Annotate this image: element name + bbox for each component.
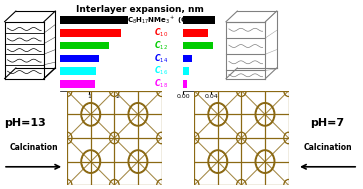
Text: C$_{14}$: C$_{14}$ <box>154 52 168 65</box>
Ellipse shape <box>191 181 197 189</box>
Bar <box>183 42 213 50</box>
Ellipse shape <box>285 134 292 142</box>
Ellipse shape <box>238 134 245 142</box>
Bar <box>183 16 215 24</box>
Ellipse shape <box>158 134 165 142</box>
Ellipse shape <box>111 181 118 189</box>
Ellipse shape <box>257 105 273 124</box>
Ellipse shape <box>130 105 146 124</box>
Bar <box>60 54 99 62</box>
Ellipse shape <box>285 86 292 95</box>
Ellipse shape <box>111 86 118 95</box>
Ellipse shape <box>191 134 197 142</box>
Ellipse shape <box>64 134 70 142</box>
Text: C$_{16}$: C$_{16}$ <box>154 65 168 77</box>
Ellipse shape <box>111 134 118 142</box>
Text: Calcination: Calcination <box>303 143 352 152</box>
Ellipse shape <box>64 86 70 95</box>
Bar <box>60 80 95 88</box>
Text: Calcination: Calcination <box>9 143 58 152</box>
Text: C$_{18}$: C$_{18}$ <box>154 77 168 90</box>
Ellipse shape <box>130 152 146 171</box>
Ellipse shape <box>285 181 292 189</box>
Text: Interlayer expansion, nm: Interlayer expansion, nm <box>76 5 204 14</box>
Bar <box>183 29 208 37</box>
Ellipse shape <box>191 86 197 95</box>
Bar <box>60 16 128 24</box>
Ellipse shape <box>64 181 70 189</box>
Text: C$_{10}$: C$_{10}$ <box>154 27 168 39</box>
Ellipse shape <box>210 152 225 171</box>
Ellipse shape <box>83 105 98 124</box>
Bar <box>60 42 109 50</box>
Ellipse shape <box>238 86 245 95</box>
Bar <box>183 67 189 75</box>
Text: pH=7: pH=7 <box>310 118 344 128</box>
Text: pH=13: pH=13 <box>4 118 46 128</box>
Ellipse shape <box>158 86 165 95</box>
Ellipse shape <box>238 181 245 189</box>
Bar <box>183 54 192 62</box>
Text: C$_{12}$: C$_{12}$ <box>154 39 168 52</box>
Ellipse shape <box>257 152 273 171</box>
Bar <box>183 80 187 88</box>
Bar <box>60 67 96 75</box>
Bar <box>60 29 121 37</box>
Ellipse shape <box>83 152 98 171</box>
Ellipse shape <box>158 181 165 189</box>
Text: C$_8$H$_{17}$NMe$_3$$^+$ (C$_8$): C$_8$H$_{17}$NMe$_3$$^+$ (C$_8$) <box>127 15 194 26</box>
Ellipse shape <box>210 105 225 124</box>
